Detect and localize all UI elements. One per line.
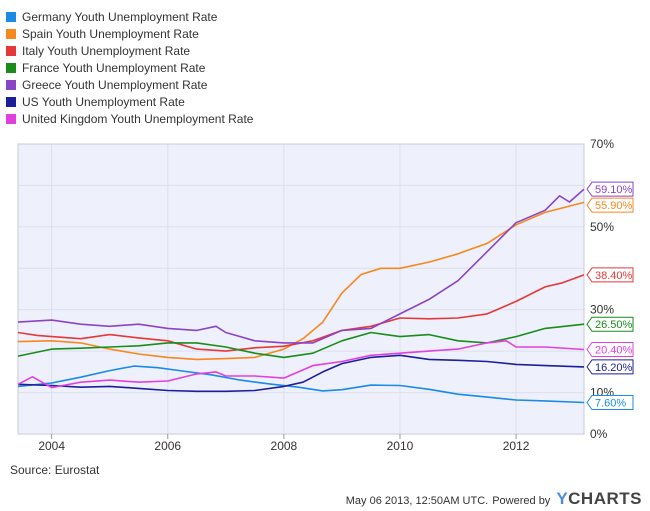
value-label: 26.50% <box>595 319 633 331</box>
legend-label: United Kingdom Youth Unemployment Rate <box>22 111 254 126</box>
legend-label: Italy Youth Unemployment Rate <box>22 43 191 58</box>
legend-label: Greece Youth Unemployment Rate <box>22 77 208 92</box>
legend-swatch <box>6 79 16 90</box>
x-tick-label: 2008 <box>271 439 298 453</box>
legend-swatch <box>6 45 16 56</box>
series-line <box>17 340 585 389</box>
value-tag <box>586 395 634 411</box>
x-tick-label: 2012 <box>503 439 530 453</box>
legend-swatch <box>6 113 16 124</box>
series-line <box>17 188 585 344</box>
series-line <box>17 201 585 361</box>
legend-swatch <box>6 62 16 73</box>
powered-by: Powered by <box>492 495 551 507</box>
legend-item[interactable]: France Youth Unemployment Rate <box>6 59 253 76</box>
brand-y: Y <box>556 489 569 508</box>
legend-label: Spain Youth Unemployment Rate <box>22 26 199 41</box>
plot-border <box>17 143 585 435</box>
value-label: 16.20% <box>595 362 633 374</box>
series-line <box>17 354 585 393</box>
legend-item[interactable]: Italy Youth Unemployment Rate <box>6 42 253 59</box>
value-tag <box>586 341 634 357</box>
value-label: 7.60% <box>595 398 626 410</box>
value-label: 38.40% <box>595 270 633 282</box>
legend-label: France Youth Unemployment Rate <box>22 60 206 75</box>
legend-label: Germany Youth Unemployment Rate <box>22 9 218 24</box>
legend-swatch <box>6 96 16 107</box>
legend-item[interactable]: Spain Youth Unemployment Rate <box>6 25 253 42</box>
value-label: 20.40% <box>595 344 633 356</box>
x-tick-label: 2006 <box>154 439 181 453</box>
legend-swatch <box>6 11 16 22</box>
source-note: Source: Eurostat <box>10 463 100 477</box>
y-tick-label: 30% <box>590 303 614 317</box>
y-tick-label: 50% <box>590 220 614 234</box>
y-tick-label: 10% <box>590 386 614 400</box>
value-label: 59.10% <box>595 184 633 196</box>
legend-swatch <box>6 28 16 39</box>
series-line <box>17 365 585 404</box>
series-line <box>17 323 585 359</box>
brand-rest: CHARTS <box>568 489 642 508</box>
value-tag <box>586 359 634 375</box>
footer-credit: May 06 2013, 12:50AM UTC. Powered by YCH… <box>346 489 642 509</box>
x-tick-label: 2004 <box>38 439 65 453</box>
legend-item[interactable]: Greece Youth Unemployment Rate <box>6 76 253 93</box>
legend: Germany Youth Unemployment Rate Spain You… <box>6 8 253 127</box>
y-tick-label: 70% <box>590 137 614 151</box>
value-tag <box>586 267 634 283</box>
y-tick-label: 0% <box>590 427 608 441</box>
value-tag <box>586 197 634 213</box>
value-tag <box>586 181 634 197</box>
legend-item[interactable]: US Youth Unemployment Rate <box>6 93 253 110</box>
series-line <box>17 274 585 352</box>
value-tag <box>586 316 634 332</box>
legend-item[interactable]: Germany Youth Unemployment Rate <box>6 8 253 25</box>
plot-area <box>18 144 584 434</box>
timestamp: May 06 2013, 12:50AM UTC. <box>345 495 489 507</box>
x-tick-label: 2010 <box>387 439 414 453</box>
value-label: 55.90% <box>595 200 633 212</box>
legend-item[interactable]: United Kingdom Youth Unemployment Rate <box>6 110 253 127</box>
legend-label: US Youth Unemployment Rate <box>22 94 185 109</box>
ycharts-logo[interactable]: YCHARTS <box>556 489 642 509</box>
